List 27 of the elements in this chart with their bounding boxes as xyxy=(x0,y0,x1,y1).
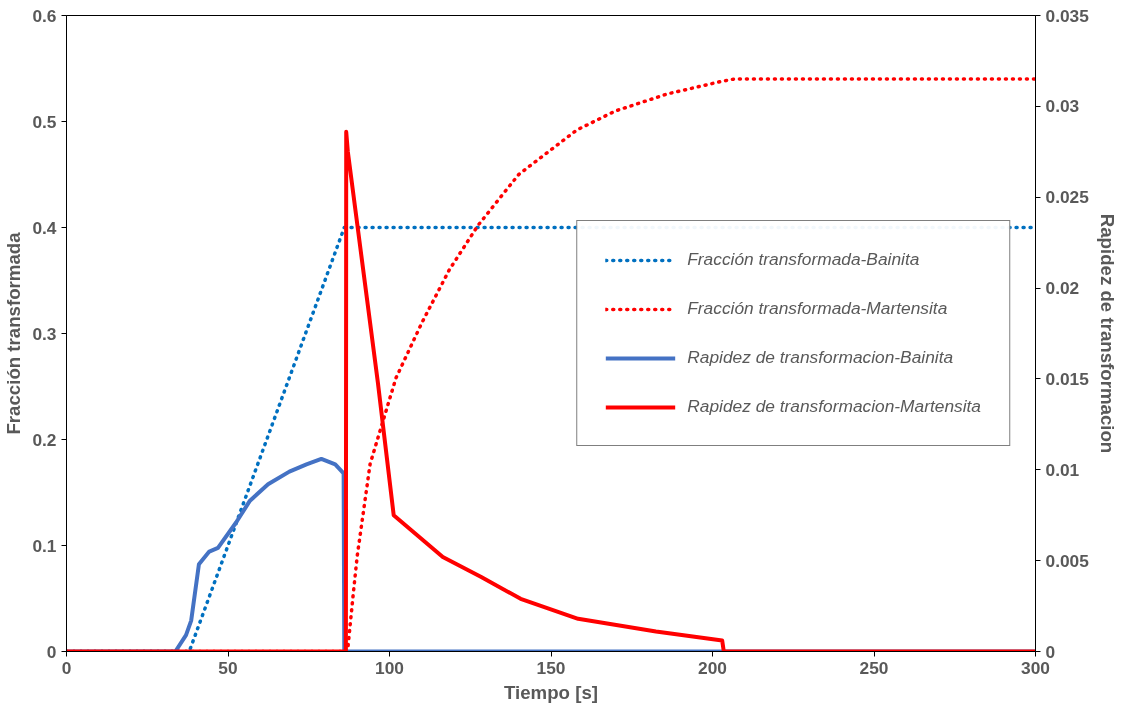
y2-tick-label: 0.025 xyxy=(1045,187,1090,208)
y-tick-label: 0.6 xyxy=(32,5,57,26)
y2-tick-label: 0.005 xyxy=(1045,550,1090,571)
y-tick-label: 0.2 xyxy=(32,429,57,450)
y-tick-label: 0.3 xyxy=(32,323,57,344)
legend-label: Rapidez de transformacion-Bainita xyxy=(687,347,954,368)
x-tick-label: 0 xyxy=(61,657,72,678)
y2-tick-label: 0.035 xyxy=(1045,5,1090,26)
x-axis-title: Tiempo [s] xyxy=(504,681,598,703)
y2-tick-label: 0.02 xyxy=(1045,278,1080,299)
x-tick-label: 250 xyxy=(859,657,889,678)
y2-tick-label: 0.015 xyxy=(1045,368,1090,389)
legend-label: Rapidez de transformacion-Martensita xyxy=(687,396,981,417)
y-tick-label: 0.4 xyxy=(32,217,57,238)
y2-tick-label: 0.03 xyxy=(1045,96,1080,117)
y-tick-label: 0.5 xyxy=(32,111,57,132)
y-axis-title: Fracción transformada xyxy=(3,231,25,435)
y2-tick-label: 0.01 xyxy=(1045,459,1080,480)
legend-label: Fracción transformada-Bainita xyxy=(687,249,920,270)
x-tick-label: 50 xyxy=(218,657,238,678)
y2-axis-title: Rapidez de transformacion xyxy=(1096,213,1118,454)
x-tick-label: 150 xyxy=(536,657,566,678)
legend-label: Fracción transformada-Martensita xyxy=(687,298,948,319)
y-tick-label: 0 xyxy=(46,641,57,662)
x-tick-label: 100 xyxy=(375,657,404,678)
y-tick-label: 0.1 xyxy=(32,535,57,556)
x-tick-label: 200 xyxy=(698,657,727,678)
